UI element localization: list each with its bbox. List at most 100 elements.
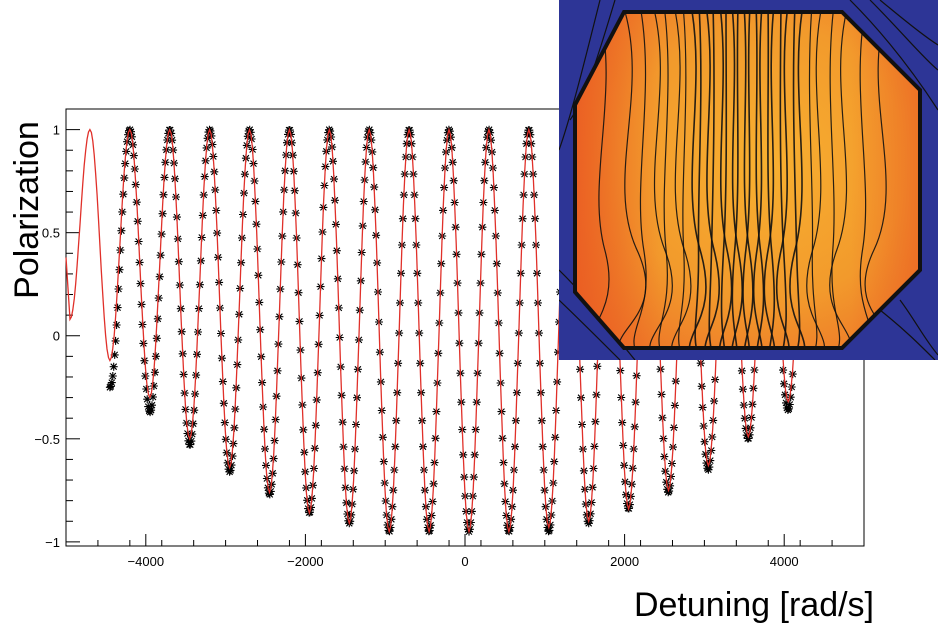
field-line bbox=[829, 12, 853, 348]
field-line bbox=[775, 12, 790, 348]
data-point-marker bbox=[116, 246, 125, 255]
field-line bbox=[789, 12, 806, 348]
data-point-marker bbox=[186, 440, 195, 449]
data-point-marker bbox=[585, 516, 594, 525]
data-point-marker bbox=[115, 265, 124, 274]
data-point-marker bbox=[108, 372, 117, 380]
data-point-marker bbox=[188, 430, 197, 439]
outer-field-line bbox=[559, 299, 621, 360]
data-point-marker bbox=[744, 434, 753, 443]
data-point-marker bbox=[785, 400, 794, 409]
data-point-marker bbox=[142, 385, 151, 393]
data-point-marker bbox=[780, 379, 788, 388]
data-point-marker bbox=[113, 303, 122, 312]
field-line bbox=[767, 12, 776, 348]
data-point-marker bbox=[265, 490, 274, 499]
outer-field-line bbox=[899, 299, 938, 356]
data-point-marker bbox=[228, 452, 237, 461]
data-point-marker bbox=[227, 461, 236, 470]
data-point-marker bbox=[545, 526, 554, 535]
data-point-marker bbox=[149, 382, 158, 390]
field-map-inset bbox=[559, 0, 938, 360]
data-point-marker bbox=[782, 404, 791, 412]
field-line bbox=[649, 12, 673, 348]
data-point-marker bbox=[781, 390, 789, 399]
octagon-shading bbox=[575, 12, 920, 348]
x-tick-label: −2000 bbox=[287, 554, 324, 569]
x-tick-label: 2000 bbox=[610, 554, 639, 569]
data-point-marker bbox=[117, 226, 126, 235]
data-point-marker bbox=[705, 463, 714, 472]
y-tick-label: 0.5 bbox=[42, 226, 60, 241]
field-line bbox=[829, 12, 841, 348]
field-line bbox=[671, 12, 692, 348]
data-point-marker bbox=[704, 465, 713, 474]
data-point-marker bbox=[147, 406, 156, 415]
field-line bbox=[742, 12, 751, 348]
data-point-marker bbox=[786, 393, 795, 402]
field-line bbox=[678, 12, 687, 348]
data-point-marker bbox=[702, 459, 711, 468]
data-point-marker bbox=[144, 402, 153, 411]
outer-field-line bbox=[849, 0, 938, 111]
data-point-marker bbox=[187, 437, 196, 446]
data-point-marker bbox=[141, 372, 150, 380]
data-point-marker bbox=[146, 408, 155, 417]
data-point-marker bbox=[143, 395, 152, 404]
x-tick-label: 0 bbox=[461, 554, 468, 569]
field-line bbox=[633, 12, 647, 348]
field-line bbox=[806, 12, 826, 348]
data-point-marker bbox=[109, 362, 118, 371]
data-point-marker bbox=[106, 382, 115, 391]
data-point-marker bbox=[779, 366, 788, 375]
field-line bbox=[720, 12, 728, 348]
field-line bbox=[808, 12, 818, 348]
plot-area: −1 −0.5 0 0.5 1 −4000 −2000 0 2000 4000 bbox=[34, 108, 865, 569]
outer-field-line bbox=[869, 0, 938, 71]
x-tick-label: −4000 bbox=[128, 554, 165, 569]
x-axis-ticks: −4000 −2000 0 2000 4000 bbox=[65, 534, 865, 569]
data-point-marker bbox=[266, 487, 275, 496]
field-line bbox=[617, 12, 647, 348]
data-point-marker bbox=[111, 336, 120, 345]
data-point-marker bbox=[152, 334, 161, 343]
data-point-marker bbox=[546, 520, 555, 529]
data-point-marker bbox=[583, 517, 592, 526]
field-line bbox=[731, 12, 739, 348]
data-point-marker bbox=[784, 404, 793, 413]
x-tick-label: 4000 bbox=[770, 554, 799, 569]
data-point-marker bbox=[107, 378, 116, 387]
data-point-marker bbox=[189, 419, 198, 428]
y-axis-title: Polarization bbox=[8, 121, 46, 299]
octagon-border bbox=[573, 10, 922, 350]
outer-field-line bbox=[559, 0, 601, 151]
outer-field-line bbox=[879, 309, 936, 360]
field-line bbox=[763, 12, 776, 348]
data-point-marker bbox=[153, 314, 162, 323]
field-line bbox=[752, 12, 764, 348]
data-point-marker bbox=[151, 352, 160, 361]
field-line bbox=[755, 12, 765, 348]
data-point-marker bbox=[149, 393, 157, 401]
outer-field-line bbox=[879, 0, 938, 46]
data-point-marker bbox=[226, 466, 235, 475]
data-point-marker bbox=[150, 368, 159, 377]
data-point-marker bbox=[114, 285, 123, 293]
y-tick-label: −1 bbox=[45, 535, 60, 550]
data-point-marker bbox=[665, 487, 674, 496]
data-point-marker bbox=[148, 401, 156, 410]
data-point-marker bbox=[112, 321, 121, 329]
x-axis-title: Detuning [rad/s] bbox=[634, 586, 874, 624]
y-tick-label: −0.5 bbox=[34, 432, 60, 447]
field-line bbox=[658, 12, 669, 348]
inner-field-lines bbox=[589, 12, 895, 348]
field-line bbox=[708, 12, 715, 348]
field-line bbox=[694, 12, 702, 348]
data-point-marker bbox=[782, 398, 790, 407]
field-line bbox=[743, 12, 754, 348]
y-tick-label: 0 bbox=[53, 329, 60, 344]
data-point-marker bbox=[110, 350, 119, 359]
y-axis-ticks: −1 −0.5 0 0.5 1 bbox=[34, 123, 80, 550]
y-tick-label: 1 bbox=[53, 123, 60, 138]
